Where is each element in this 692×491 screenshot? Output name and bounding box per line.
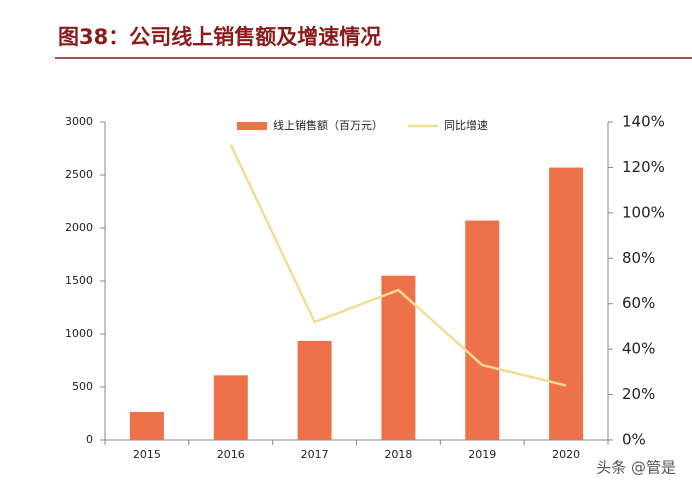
bar — [549, 167, 584, 440]
line — [229, 144, 567, 387]
y2-tick-label: 80% — [622, 249, 655, 267]
y2-tick-label: 100% — [622, 203, 665, 221]
y2-tick-label: 0% — [622, 431, 646, 449]
x-tick-label: 2017 — [301, 448, 329, 461]
y2-tick-label: 120% — [622, 158, 665, 176]
bar — [381, 275, 416, 440]
legend-label: 线上销售额（百万元） — [273, 118, 383, 132]
bar — [213, 375, 248, 440]
bar — [297, 340, 332, 440]
chart-title: 图38：公司线上销售额及增速情况 — [58, 25, 381, 49]
y2-tick-label: 40% — [622, 340, 655, 358]
legend-label: 同比增速 — [444, 118, 488, 132]
x-tick-label: 2019 — [468, 448, 496, 461]
x-tick-label: 2018 — [384, 448, 412, 461]
watermark: 头条 @管是 — [596, 459, 676, 477]
legend-swatch — [237, 122, 267, 130]
x-tick-label: 2020 — [552, 448, 580, 461]
y2-tick-label: 140% — [622, 113, 665, 131]
y-tick-label: 0 — [86, 433, 93, 446]
y-tick-label: 500 — [72, 380, 93, 393]
y2-tick-label: 60% — [622, 294, 655, 312]
y-tick-label: 2500 — [65, 168, 93, 181]
y-tick-label: 3000 — [65, 115, 93, 128]
x-tick-label: 2015 — [133, 448, 161, 461]
x-tick-label: 2016 — [217, 448, 245, 461]
bar — [129, 411, 164, 440]
y-tick-label: 2000 — [65, 221, 93, 234]
y-tick-label: 1500 — [65, 274, 93, 287]
y2-tick-label: 20% — [622, 385, 655, 403]
bar — [465, 220, 500, 440]
y-tick-label: 1000 — [65, 327, 93, 340]
